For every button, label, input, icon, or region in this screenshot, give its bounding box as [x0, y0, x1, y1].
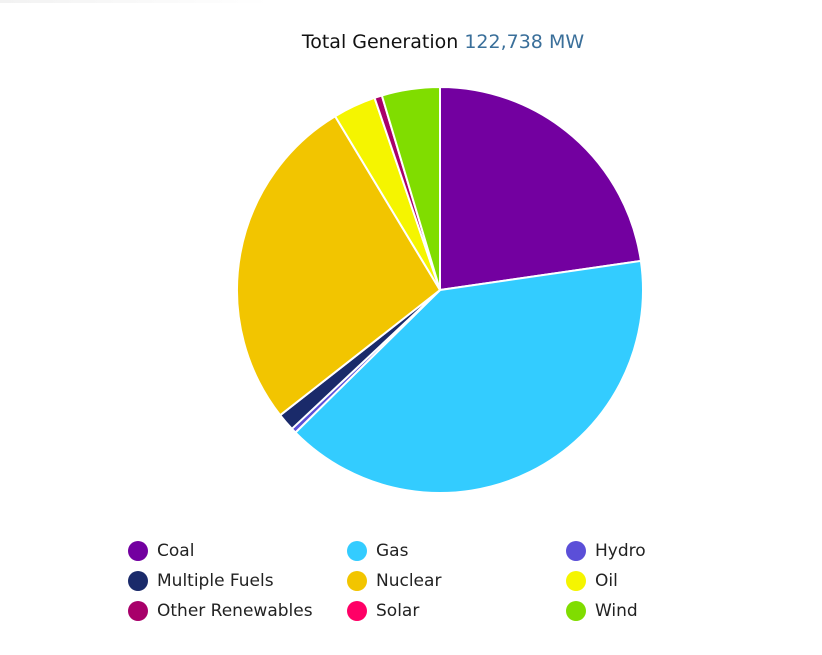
- legend-swatch-oil: [566, 571, 586, 591]
- chart-legend: Coal Gas Hydro Multiple Fuels Nuclear Oil Othe…: [128, 538, 808, 638]
- slice-wind[interactable]: [380, 86, 441, 291]
- legend-item-gas[interactable]: Gas: [347, 538, 408, 564]
- legend-item-coal[interactable]: Coal: [128, 538, 194, 564]
- legend-item-hydro[interactable]: Hydro: [566, 538, 646, 564]
- slice-gas[interactable]: [294, 259, 644, 494]
- legend-label-multiple-fuels: Multiple Fuels: [157, 571, 274, 591]
- legend-label-hydro: Hydro: [595, 541, 646, 561]
- legend-item-wind[interactable]: Wind: [566, 598, 638, 624]
- legend-swatch-wind: [566, 601, 586, 621]
- legend-swatch-gas: [347, 541, 367, 561]
- legend-item-nuclear[interactable]: Nuclear: [347, 568, 441, 594]
- legend-swatch-solar: [347, 601, 367, 621]
- legend-item-other-renewables[interactable]: Other Renewables: [128, 598, 313, 624]
- legend-label-other-renewables: Other Renewables: [157, 601, 313, 621]
- legend-label-solar: Solar: [376, 601, 420, 621]
- legend-label-oil: Oil: [595, 571, 618, 591]
- total-value: 122,738 MW: [464, 31, 585, 53]
- legend-item-multiple-fuels[interactable]: Multiple Fuels: [128, 568, 274, 594]
- legend-swatch-hydro: [566, 541, 586, 561]
- legend-label-wind: Wind: [595, 601, 638, 621]
- legend-item-oil[interactable]: Oil: [566, 568, 618, 594]
- title-label: Total Generation: [301, 31, 459, 53]
- pie-chart: [236, 86, 644, 494]
- legend-swatch-nuclear: [347, 571, 367, 591]
- chart-title: Total Generation 122,738 MW: [0, 31, 822, 53]
- legend-label-gas: Gas: [376, 541, 409, 561]
- legend-item-solar[interactable]: Solar: [347, 598, 419, 624]
- legend-swatch-multiple-fuels: [128, 571, 148, 591]
- top-edge-shade: [0, 0, 270, 3]
- legend-label-nuclear: Nuclear: [376, 571, 442, 591]
- slice-coal[interactable]: [439, 86, 642, 291]
- legend-swatch-other-renewables: [128, 601, 148, 621]
- slice-nuclear[interactable]: [236, 115, 441, 417]
- legend-swatch-coal: [128, 541, 148, 561]
- legend-label-coal: Coal: [157, 541, 195, 561]
